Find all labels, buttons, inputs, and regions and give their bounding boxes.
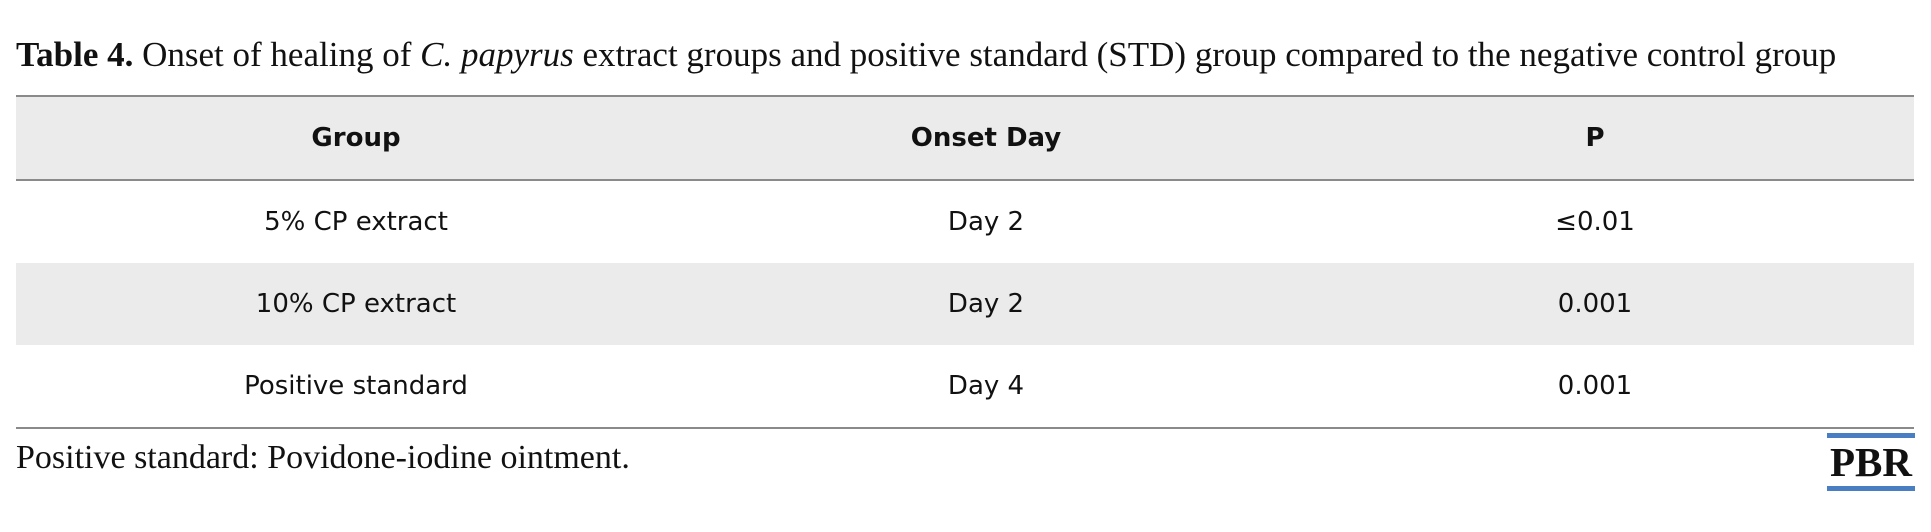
- cell-onset-day: Day 2: [947, 289, 1025, 319]
- table-header-rule: [16, 179, 1914, 181]
- table-bottom-rule: [16, 427, 1914, 429]
- cell-p: 0.001: [1557, 289, 1633, 319]
- table-row: 5% CP extract Day 2 ≤0.01: [16, 181, 1914, 263]
- header-onset-day: Onset Day: [910, 123, 1062, 153]
- table-footnote: Positive standard: Povidone-iodine ointm…: [16, 439, 630, 476]
- table-row: 10% CP extract Day 2 0.001: [16, 263, 1914, 345]
- logo-top-bar: [1827, 433, 1915, 438]
- caption-text-start: Onset of healing of: [133, 35, 421, 74]
- cell-onset-day: Day 2: [947, 207, 1025, 237]
- header-group: Group: [311, 123, 401, 153]
- cell-group: 5% CP extract: [264, 207, 448, 237]
- table-header-row: Group Onset Day P: [16, 97, 1914, 179]
- cell-onset-day: Day 4: [947, 371, 1025, 401]
- cell-group: 10% CP extract: [255, 289, 457, 319]
- caption-label: Table 4.: [16, 35, 134, 74]
- table-row: Positive standard Day 4 0.001: [16, 345, 1914, 427]
- logo-bottom-bar: [1827, 486, 1915, 491]
- logo-text: PBR: [1830, 439, 1912, 485]
- caption-text-end: extract groups and positive standard (ST…: [573, 35, 1837, 74]
- data-table: Group Onset Day P 5% CP extract Day 2 ≤0…: [16, 95, 1914, 429]
- table-top-rule: [16, 95, 1914, 97]
- caption-species: C. papyrus: [420, 35, 574, 74]
- cell-p: 0.001: [1557, 371, 1633, 401]
- pbr-logo: PBR: [1827, 433, 1915, 491]
- table-caption: Table 4. Onset of healing of C. papyrus …: [16, 30, 1916, 80]
- header-p: P: [1585, 123, 1605, 153]
- cell-group: Positive standard: [244, 371, 468, 401]
- cell-p: ≤0.01: [1555, 207, 1635, 237]
